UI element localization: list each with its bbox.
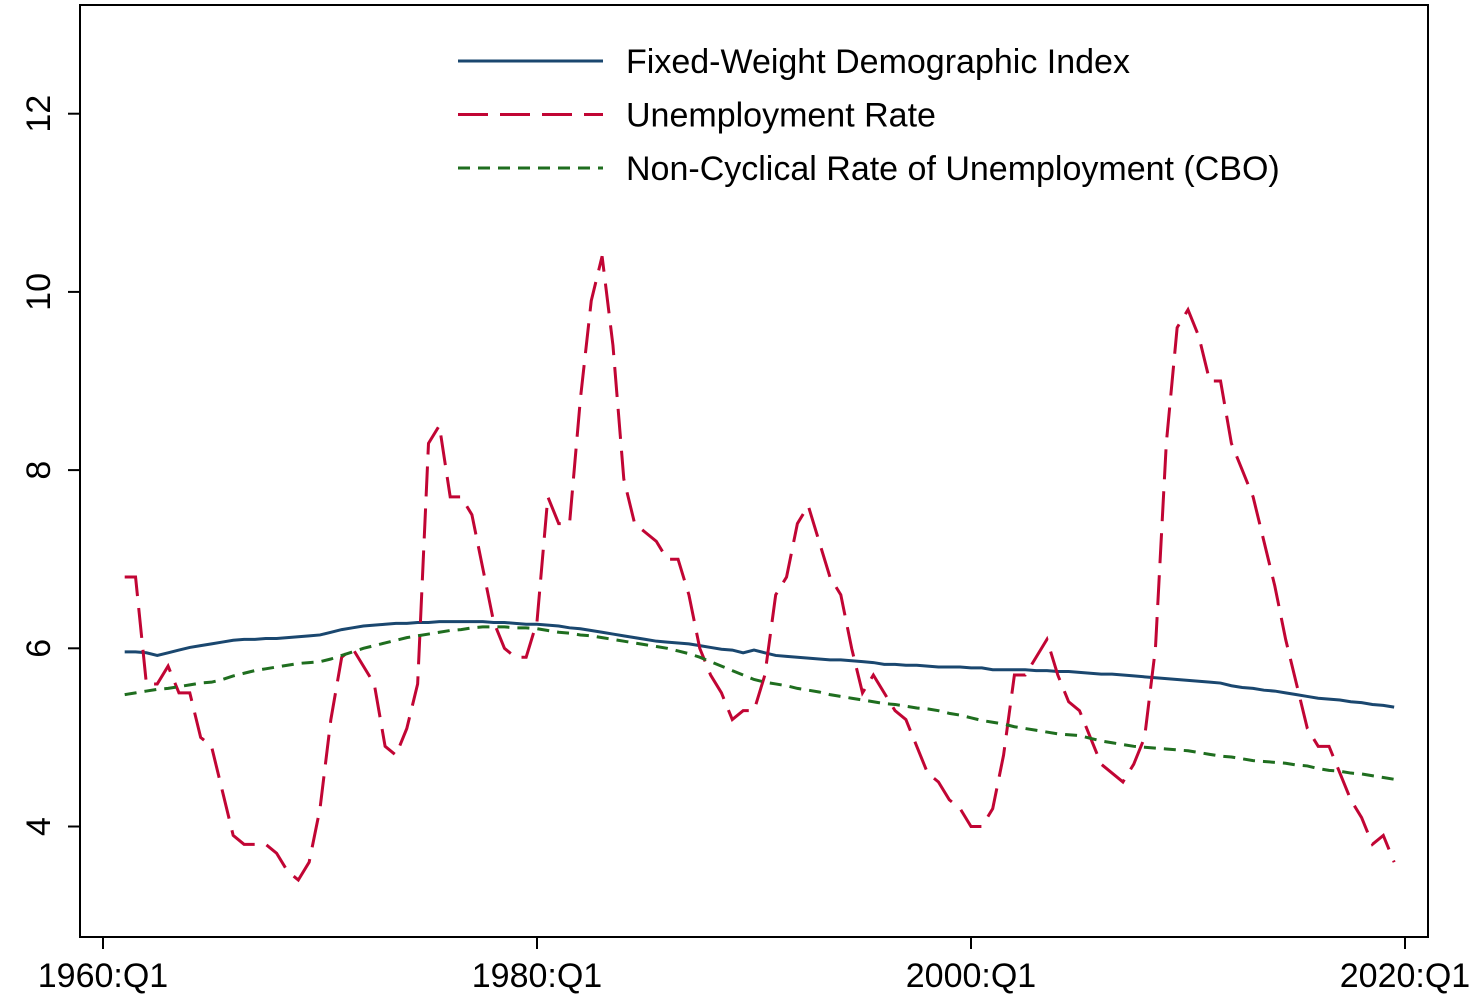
series-line bbox=[124, 625, 1395, 781]
y-tick-label: 8 bbox=[20, 461, 58, 480]
y-tick-label: 10 bbox=[20, 273, 58, 311]
series-line bbox=[124, 255, 1396, 883]
legend-label: Non-Cyclical Rate of Unemployment (CBO) bbox=[626, 150, 1280, 188]
x-tick-label: 2000:Q1 bbox=[906, 957, 1036, 995]
y-tick-label: 12 bbox=[20, 95, 58, 133]
series-line bbox=[124, 620, 1395, 709]
x-tick-label: 1960:Q1 bbox=[38, 957, 168, 995]
plot-frame bbox=[79, 4, 1429, 938]
y-tick-label: 6 bbox=[20, 639, 58, 658]
legend-label: Unemployment Rate bbox=[626, 97, 936, 135]
x-tick-label: 1980:Q1 bbox=[472, 957, 602, 995]
y-tick-label: 4 bbox=[20, 817, 58, 836]
x-tick-label: 2020:Q1 bbox=[1340, 957, 1470, 995]
legend-label: Fixed-Weight Demographic Index bbox=[626, 43, 1130, 81]
